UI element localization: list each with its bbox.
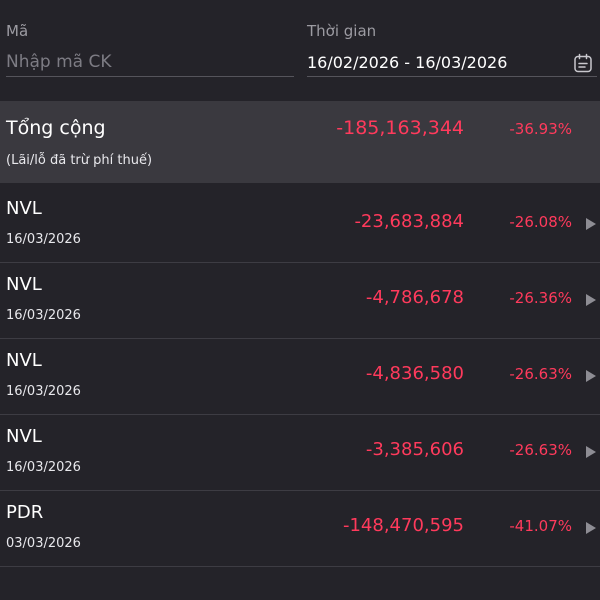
date-input-underline [307,76,597,77]
stock-code: NVL [6,426,42,447]
profit-loss-percent: -26.36% [509,289,572,307]
profit-loss-amount: -23,683,884 [354,211,464,232]
trade-date: 16/03/2026 [6,460,81,475]
profit-loss-percent: -41.07% [509,517,572,535]
chevron-right-icon[interactable] [586,370,596,382]
trade-date: 16/03/2026 [6,384,81,399]
profit-loss-percent: -26.08% [509,213,572,231]
stock-code: NVL [6,198,42,219]
code-input-underline [6,76,294,77]
chevron-right-icon[interactable] [586,294,596,306]
total-percent: -36.93% [509,120,572,138]
chevron-right-icon[interactable] [586,446,596,458]
profit-loss-amount: -4,786,678 [365,287,464,308]
profit-loss-amount: -3,385,606 [365,439,464,460]
date-range-field[interactable]: 16/02/2026 - 16/03/2026 [307,53,508,72]
trade-row[interactable]: NVL 16/03/2026 -4,786,678 -26.36% [0,262,600,339]
time-label: Thời gian [307,22,377,40]
trade-row[interactable]: NVL 16/03/2026 -3,385,606 -26.63% [0,414,600,491]
trade-date: 16/03/2026 [6,308,81,323]
total-amount: -185,163,344 [336,117,464,139]
stock-code: NVL [6,274,42,295]
profit-loss-percent: -26.63% [509,365,572,383]
total-subtitle: (Lãi/lỗ đã trừ phí thuế) [6,153,153,168]
trade-row[interactable]: NVL 16/03/2026 -23,683,884 -26.08% [0,186,600,263]
filter-bar: Mã Nhập mã CK Thời gian 16/02/2026 - 16/… [0,0,600,100]
chevron-right-icon[interactable] [586,218,596,230]
stock-code: NVL [6,350,42,371]
trade-row[interactable]: PDR 03/03/2026 -148,470,595 -41.07% [0,490,600,567]
trade-date: 03/03/2026 [6,536,81,551]
trade-date: 16/03/2026 [6,232,81,247]
total-summary [0,101,600,183]
code-search-input[interactable]: Nhập mã CK [6,52,112,72]
stock-code: PDR [6,502,44,523]
profit-loss-percent: -26.63% [509,441,572,459]
calendar-icon[interactable] [573,53,593,73]
code-label: Mã [6,22,29,40]
profit-loss-amount: -148,470,595 [342,515,464,536]
total-title: Tổng cộng [6,117,106,139]
profit-loss-amount: -4,836,580 [365,363,464,384]
trade-row[interactable]: NVL 16/03/2026 -4,836,580 -26.63% [0,338,600,415]
chevron-right-icon[interactable] [586,522,596,534]
